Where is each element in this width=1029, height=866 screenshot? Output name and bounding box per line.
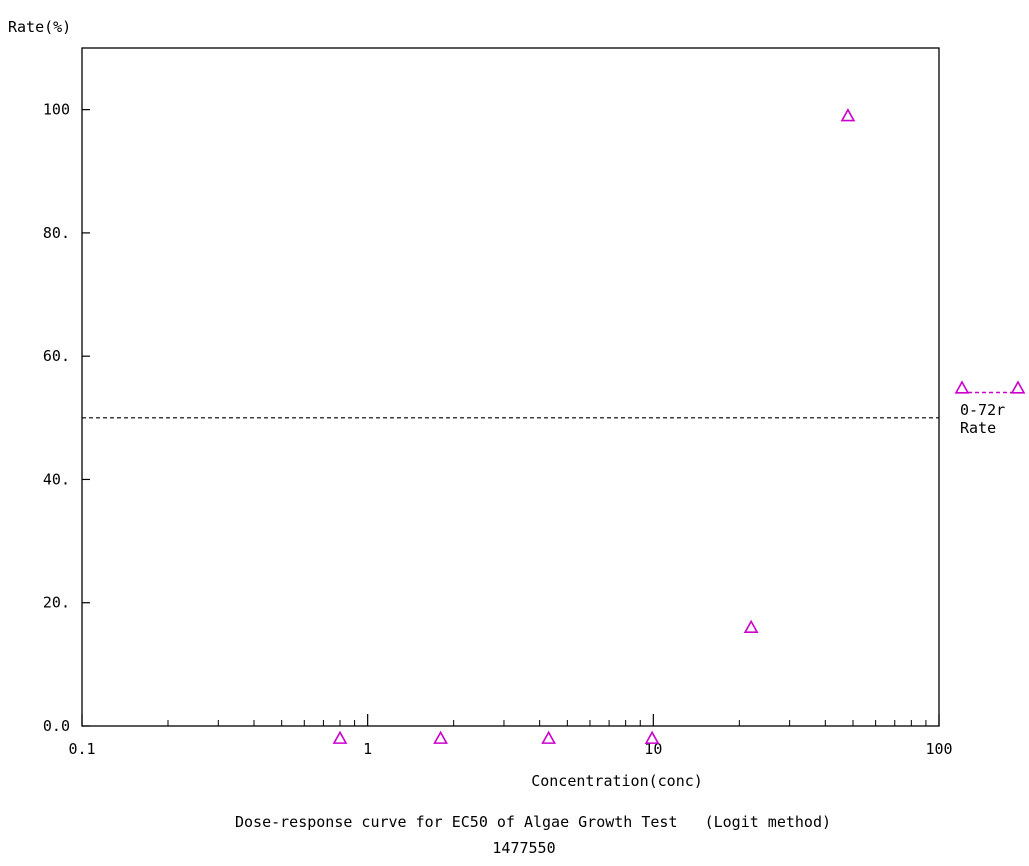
plot-area-frame <box>81 47 940 727</box>
y-tick-label: 80. <box>43 224 70 242</box>
data-point-marker <box>743 619 759 633</box>
legend-label: Rate <box>960 419 996 437</box>
chart-caption-id: 1477550 <box>492 839 555 857</box>
chart-caption: Dose-response curve for EC50 of Algae Gr… <box>235 813 831 831</box>
x-tick-label: 10 <box>644 740 662 758</box>
y-tick-label: 60. <box>43 347 70 365</box>
data-point-marker <box>840 108 856 122</box>
y-axis-label: Rate(%) <box>8 18 71 36</box>
x-tick-label: 100 <box>925 740 952 758</box>
data-point-marker <box>644 730 660 744</box>
legend-marker-start <box>954 380 970 394</box>
x-tick-label: 0.1 <box>68 740 95 758</box>
data-point-marker <box>541 730 556 744</box>
legend-marker-end <box>1010 380 1026 394</box>
y-tick-label: 20. <box>43 594 70 612</box>
y-tick-label: 40. <box>43 470 70 488</box>
y-axis-ticks: 0.0 20. 40. 60. 80. 100 <box>43 101 90 735</box>
y-tick-label: 0.0 <box>43 717 70 735</box>
x-axis-label: Concentration(conc) <box>531 772 703 790</box>
data-point-marker <box>433 730 448 744</box>
legend-label: 0-72r <box>960 401 1005 419</box>
x-tick-label: 1 <box>363 740 372 758</box>
data-points <box>332 108 856 744</box>
x-axis-ticks: 0.1 1 10 100 <box>68 714 953 758</box>
y-tick-label: 100 <box>43 101 70 119</box>
data-point-marker <box>332 730 348 744</box>
